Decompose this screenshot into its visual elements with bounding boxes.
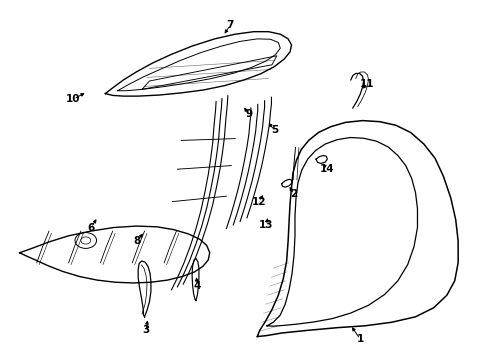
- Text: 6: 6: [88, 222, 95, 233]
- Text: 5: 5: [271, 125, 278, 135]
- Text: 2: 2: [291, 189, 297, 199]
- Text: 1: 1: [357, 334, 364, 344]
- Text: 7: 7: [226, 20, 234, 30]
- Text: 9: 9: [245, 109, 252, 120]
- Text: 12: 12: [251, 197, 266, 207]
- Text: 11: 11: [360, 78, 375, 89]
- Text: 14: 14: [320, 164, 335, 174]
- Text: 8: 8: [134, 236, 141, 246]
- Text: 13: 13: [259, 220, 273, 230]
- Text: 4: 4: [194, 281, 201, 291]
- Text: 10: 10: [66, 94, 81, 104]
- Text: 3: 3: [143, 325, 149, 336]
